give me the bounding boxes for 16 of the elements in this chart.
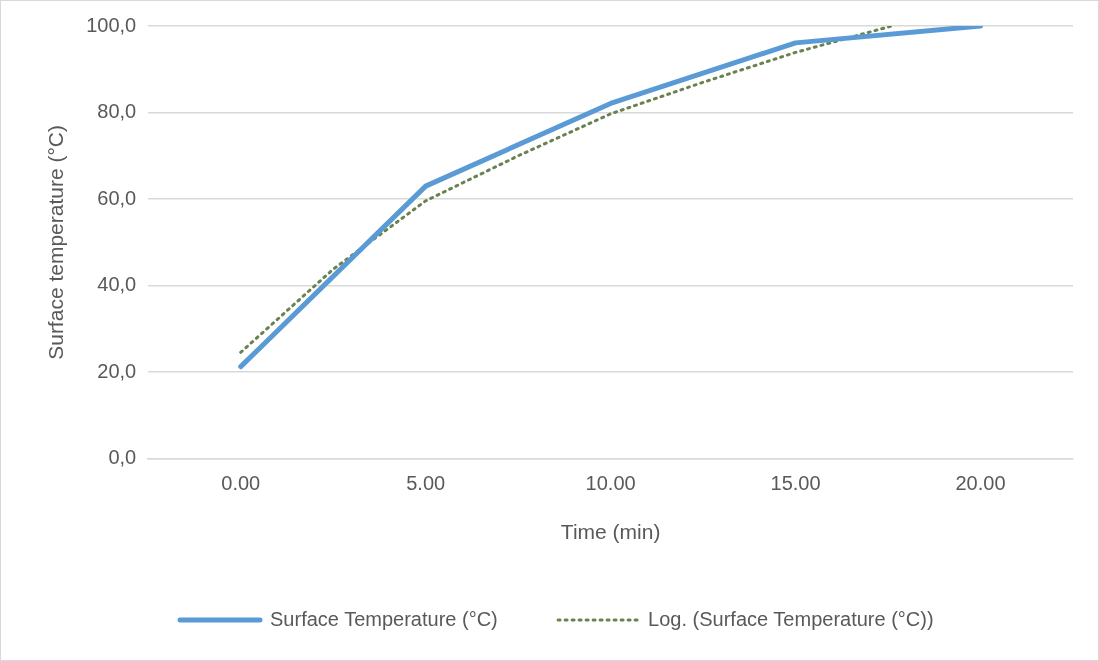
x-axis-title: Time (min) — [560, 520, 661, 544]
y-tick-label: 80,0 — [97, 100, 137, 123]
y-tick-label: 60,0 — [97, 186, 137, 209]
y-axis-title: Surface temperature (°C) — [44, 124, 68, 360]
x-tick-label: 20.00 — [955, 472, 1006, 495]
y-tick-label: 100,0 — [86, 13, 137, 36]
line-series — [239, 26, 894, 354]
y-tick-label: 0,0 — [108, 446, 137, 469]
x-tick-label: 5.00 — [406, 472, 446, 495]
x-tick-label: 10.00 — [585, 472, 636, 495]
y-tick-label: 20,0 — [97, 359, 137, 382]
legend-label: Surface Temperature (°C) — [270, 607, 498, 630]
x-tick-label: 15.00 — [770, 472, 821, 495]
legend-label: Log. (Surface Temperature (°C)) — [648, 607, 934, 630]
y-tick-label: 40,0 — [97, 273, 137, 296]
x-tick-label: 0.00 — [221, 472, 261, 495]
